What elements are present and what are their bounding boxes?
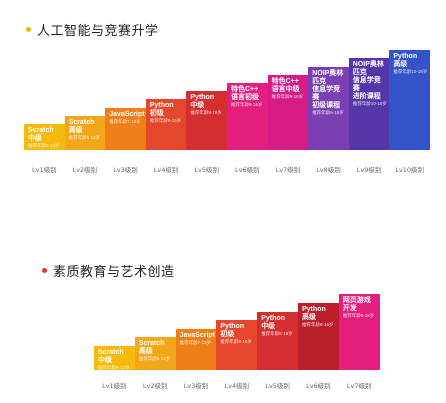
recommended-age: 推荐年龄6-12岁 (68, 134, 101, 140)
level-label: Lv7级别 (346, 382, 372, 390)
course-bar-2: Scratch 高级 推荐年龄6-12岁 (134, 337, 177, 370)
course-name: Python 高级 (302, 306, 326, 321)
level-label: Lv5级别 (265, 382, 290, 390)
course-name: NOIP奥林匹克 信息学竞赛 初级课程 (312, 69, 344, 109)
level-label: Lv6级别 (306, 382, 331, 390)
course-bar-3: JavaScript 推荐年龄7-13岁 (175, 328, 217, 370)
level-label: Lv9级别 (356, 166, 382, 174)
level-label: Lv6级别 (234, 166, 260, 174)
course-name: Python 初级 (149, 102, 174, 118)
course-bar-7: 网页游戏 开发 推荐年龄9-18岁 (338, 294, 381, 370)
level-label: Lv1级别 (102, 382, 127, 390)
course-bar-9: NOIP奥林匹克 信息学竞赛 进阶课程 推荐年龄10-18岁 (348, 58, 390, 150)
level-label: Lv10级别 (395, 166, 425, 174)
course-bar-1: Scratch 中级 推荐年龄6-12岁 (24, 124, 66, 150)
level-label: Lv5级别 (194, 166, 219, 174)
course-bar-2: Scratch 高级 推荐年龄6-12岁 (64, 115, 106, 150)
recommended-age: 推荐年龄8-16岁 (220, 339, 252, 345)
course-bar-5: Python 中级 推荐年龄8-16岁 (186, 91, 228, 150)
level-label: Lv3级别 (113, 166, 138, 174)
level-staircase-art: Scratch 中级 推荐年龄6-12岁 Scratch 高级 推荐年龄6-12岁 Ja… (94, 292, 381, 370)
section-heading: 人工智能与竞赛升学 (37, 24, 159, 39)
level-label: Lv2级别 (142, 382, 168, 390)
course-bar-6: 特色C++ 语言初级 推荐年龄9-16岁 (227, 83, 269, 150)
course-bar-10: Python 高级 推荐年龄10-18岁 (389, 50, 431, 150)
course-name: Python 中级 (261, 314, 285, 330)
level-label: Lv8级别 (316, 166, 341, 174)
recommended-age: 推荐年龄8-16岁 (261, 330, 293, 336)
recommended-age: 推荐年龄10-18岁 (393, 69, 428, 75)
course-bar-3: JavaScript 推荐年龄7-13岁 (105, 107, 147, 150)
level-label: Lv3级别 (183, 382, 209, 390)
course-name: 网页游戏 开发 (342, 297, 371, 313)
course-bar-8: NOIP奥林匹克 信息学竞赛 初级课程 推荐年龄9-18岁 (308, 66, 350, 150)
recommended-age: 推荐年龄8-16岁 (190, 110, 222, 116)
course-bar-4: Python 初级 推荐年龄8-16岁 (145, 99, 187, 150)
course-name: 特色C++ 语言中级 (271, 77, 300, 93)
course-name: NOIP奥林匹克 信息学竞赛 进阶课程 (352, 61, 384, 101)
course-bar-7: 特色C++ 语言中级 推荐年龄9-18岁 (267, 74, 309, 150)
section-title-art: 素质教育与艺术创造 (42, 261, 175, 280)
level-label: Lv4级别 (224, 382, 250, 390)
course-name: JavaScript (109, 110, 145, 118)
course-name: Python 中级 (190, 94, 215, 110)
course-name: Scratch 高级 (68, 118, 95, 134)
course-name: JavaScript (179, 331, 216, 339)
level-label: Lv2级别 (72, 166, 98, 174)
course-name: Python 初级 (220, 323, 245, 339)
course-name: Python 高级 (393, 53, 418, 69)
level-staircase-ai: Scratch 中级 推荐年龄6-12岁 Scratch 高级 推荐年龄6-12岁 Ja… (24, 50, 431, 150)
recommended-age: 推荐年龄10-18岁 (352, 101, 387, 107)
course-bar-1: Scratch 中级 推荐年龄6-12岁 (94, 346, 136, 370)
recommended-age: 推荐年龄9-18岁 (312, 109, 344, 115)
course-name: Scratch 高级 (138, 340, 165, 356)
course-bar-4: Python 初级 推荐年龄8-16岁 (216, 320, 258, 370)
recommended-age: 推荐年龄7-13岁 (179, 339, 212, 345)
section-heading: 素质教育与艺术创造 (53, 265, 175, 280)
section-title-ai: 人工智能与竞赛升学 (26, 20, 159, 39)
level-label: Lv4级别 (153, 166, 179, 174)
recommended-age: 推荐年龄6-12岁 (98, 365, 130, 370)
bullet-dot-icon (42, 268, 47, 273)
recommended-age: 推荐年龄6-12岁 (28, 143, 60, 148)
course-name: Scratch 中级 (98, 349, 124, 364)
course-bar-6: Python 高级 推荐年龄8-16岁 (298, 303, 340, 370)
recommended-age: 推荐年龄9-16岁 (231, 102, 263, 107)
recommended-age: 推荐年龄9-18岁 (342, 313, 375, 319)
level-label: Lv1级别 (31, 166, 57, 174)
recommended-age: 推荐年龄6-12岁 (138, 356, 171, 362)
course-name: Scratch 中级 (28, 127, 54, 142)
course-name: 特色C++ 语言初级 (231, 86, 259, 101)
course-bar-5: Python 中级 推荐年龄8-16岁 (257, 311, 299, 370)
level-label: Lv7级别 (275, 166, 301, 174)
recommended-age: 推荐年龄7-13岁 (109, 118, 141, 124)
recommended-age: 推荐年龄8-16岁 (149, 118, 182, 124)
bullet-dot-icon (26, 27, 31, 32)
recommended-age: 推荐年龄8-16岁 (302, 322, 334, 327)
recommended-age: 推荐年龄9-18岁 (271, 93, 304, 99)
